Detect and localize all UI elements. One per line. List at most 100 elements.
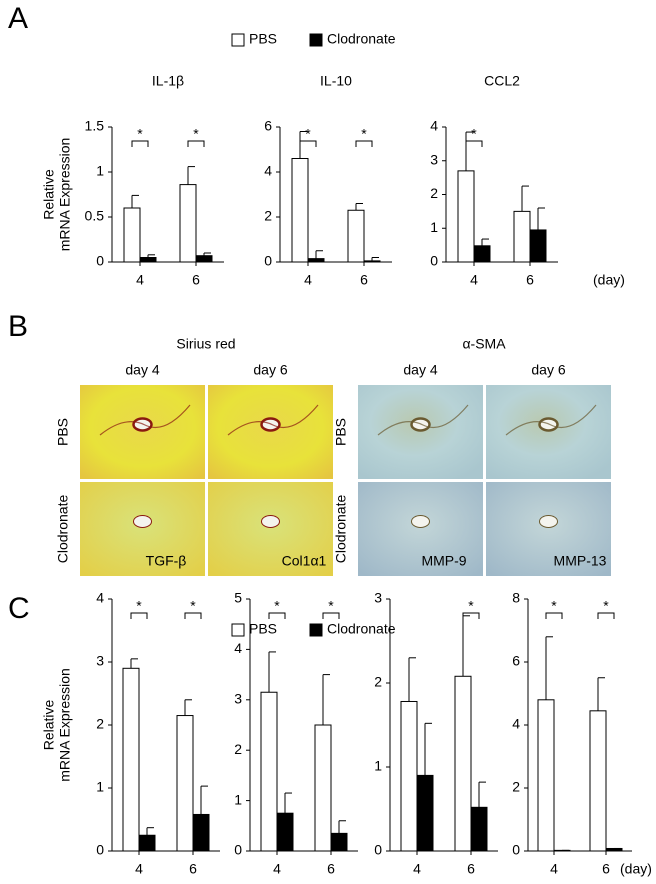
y-axis-label: Relative xyxy=(41,169,57,220)
x-tick-label: 6 xyxy=(327,861,335,877)
y-tick-label: 4 xyxy=(234,640,242,656)
bar xyxy=(330,832,348,852)
x-tick-label: 6 xyxy=(467,861,475,877)
x-tick-label: 4 xyxy=(136,272,144,288)
x-axis-label: (day) xyxy=(593,272,625,288)
y-axis-label: mRNA Expression xyxy=(57,668,73,782)
panel-label: A xyxy=(8,2,28,35)
y-tick-label: 4 xyxy=(430,118,438,134)
x-tick-label: 6 xyxy=(602,861,610,877)
bar xyxy=(179,184,197,263)
significance-label: * xyxy=(137,126,143,142)
legend-swatch xyxy=(309,33,323,47)
significance-bracket xyxy=(545,612,563,619)
y-tick-label: 2 xyxy=(234,741,242,757)
panel-label: C xyxy=(8,592,30,625)
y-tick-label: 0 xyxy=(234,842,242,858)
significance-label: * xyxy=(328,598,334,614)
x-tick-label: 4 xyxy=(550,861,558,877)
significance-bracket xyxy=(462,612,480,619)
x-tick-label: 6 xyxy=(189,861,197,877)
y-tick-label: 1 xyxy=(430,219,438,235)
y-tick-label: 6 xyxy=(264,118,272,134)
column-label: day 4 xyxy=(125,362,159,378)
y-tick-label: 1 xyxy=(96,779,104,795)
micrograph xyxy=(80,385,205,479)
legend-label: PBS xyxy=(249,621,277,637)
significance-label: * xyxy=(471,126,477,142)
y-tick-label: 0 xyxy=(264,253,272,269)
legend-label: PBS xyxy=(249,31,277,47)
x-tick-label: 4 xyxy=(135,861,143,877)
row-label: Clodronate xyxy=(55,495,71,564)
row-label: Clodronate xyxy=(333,495,349,564)
chart-title: TGF-β xyxy=(146,553,187,569)
y-tick-label: 5 xyxy=(234,590,242,606)
bar xyxy=(400,700,418,852)
legend-label: Clodronate xyxy=(327,31,396,47)
micrograph xyxy=(208,385,333,479)
bar xyxy=(138,834,156,852)
significance-label: * xyxy=(603,598,609,614)
column-label: day 6 xyxy=(253,362,287,378)
bar xyxy=(416,774,434,852)
significance-label: * xyxy=(468,598,474,614)
y-tick-label: 4 xyxy=(512,716,520,732)
micrograph xyxy=(486,482,611,576)
micrograph-title: Sirius red xyxy=(176,336,235,352)
bar xyxy=(139,257,157,263)
y-tick-label: 0.5 xyxy=(85,208,105,224)
fiber xyxy=(377,404,469,436)
y-tick-label: 1 xyxy=(234,791,242,807)
y-tick-label: 1 xyxy=(374,758,382,774)
bar xyxy=(470,806,488,852)
y-tick-label: 2 xyxy=(430,185,438,201)
micrograph xyxy=(208,482,333,576)
legend-swatch xyxy=(309,623,323,637)
significance-label: * xyxy=(305,126,311,142)
chart-title: CCL2 xyxy=(484,73,520,89)
y-tick-label: 2 xyxy=(264,208,272,224)
y-tick-label: 3 xyxy=(430,151,438,167)
panel-label: B xyxy=(8,310,28,343)
fiber xyxy=(505,404,597,436)
y-axis-label: Relative xyxy=(41,700,57,751)
bar xyxy=(347,209,365,263)
x-tick-label: 6 xyxy=(360,272,368,288)
micrograph xyxy=(80,482,205,576)
bar xyxy=(454,675,472,852)
y-tick-label: 3 xyxy=(234,691,242,707)
bar xyxy=(537,699,555,852)
significance-label: * xyxy=(193,126,199,142)
y-tick-label: 0 xyxy=(96,842,104,858)
legend-label: Clodronate xyxy=(327,621,396,637)
chart-title: MMP-9 xyxy=(421,553,466,569)
bar xyxy=(123,207,141,263)
legend-swatch xyxy=(231,33,245,47)
chart-title: MMP-13 xyxy=(554,553,607,569)
bar xyxy=(363,260,381,263)
bar xyxy=(589,710,607,852)
chart-title: IL-10 xyxy=(320,73,352,89)
y-tick-label: 0 xyxy=(96,253,104,269)
significance-bracket xyxy=(355,140,373,147)
chart-title: IL-1β xyxy=(152,73,184,89)
bar xyxy=(513,210,531,263)
bar xyxy=(260,691,278,852)
bar xyxy=(529,229,547,263)
y-tick-label: 1 xyxy=(96,163,104,179)
x-tick-label: 4 xyxy=(273,861,281,877)
y-axis-label: mRNA Expression xyxy=(57,138,73,252)
significance-bracket xyxy=(299,140,317,147)
fiber xyxy=(99,404,191,436)
x-tick-label: 6 xyxy=(526,272,534,288)
significance-bracket xyxy=(187,140,205,147)
y-tick-label: 4 xyxy=(96,590,104,606)
y-tick-label: 0 xyxy=(430,253,438,269)
x-tick-label: 4 xyxy=(470,272,478,288)
legend-swatch xyxy=(231,623,245,637)
y-tick-label: 0 xyxy=(512,842,520,858)
bar xyxy=(473,245,491,263)
significance-bracket xyxy=(597,612,615,619)
